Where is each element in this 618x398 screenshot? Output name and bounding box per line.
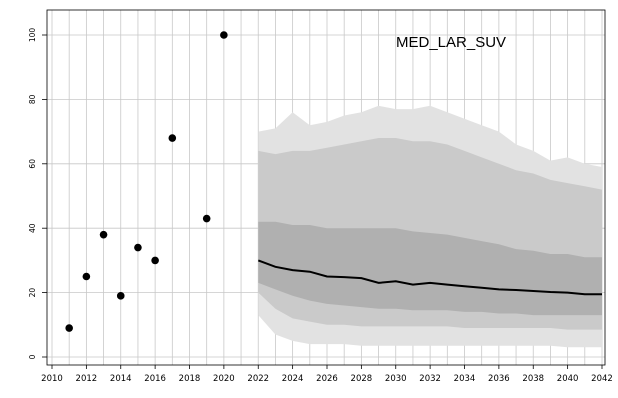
x-tick-label: 2032: [419, 374, 441, 384]
y-tick-label: 0: [28, 354, 37, 359]
y-tick-label: 100: [28, 28, 37, 43]
median-line: [257, 259, 602, 296]
band-inner: [258, 221, 602, 316]
x-tick-label: 2036: [488, 374, 510, 384]
x-tick-label: 2030: [385, 374, 407, 384]
x-tick-label: 2028: [351, 374, 373, 384]
data-point: [134, 243, 142, 252]
data-point: [82, 272, 91, 281]
observed-points: [65, 31, 228, 332]
x-tick-label: 2034: [454, 374, 476, 384]
x-tick-label: 2010: [41, 374, 63, 384]
x-tick-label: 2016: [144, 374, 166, 384]
data-point: [116, 292, 125, 300]
median-line-layer: [257, 259, 602, 296]
y-tick-label: 80: [28, 94, 37, 104]
x-tick-label: 2040: [557, 374, 579, 384]
x-tick-label: 2026: [316, 374, 338, 384]
x-tick-label: 2038: [522, 374, 544, 384]
y-tick-label: 20: [28, 288, 37, 298]
data-point: [202, 214, 211, 223]
x-tick-label: 2022: [247, 374, 269, 384]
x-tick-label: 2018: [179, 374, 201, 384]
x-tick-label: 2020: [213, 374, 235, 384]
x-tick-label: 2012: [76, 374, 98, 384]
data-point: [220, 31, 228, 39]
x-tick-label: 2024: [282, 374, 304, 384]
data-point: [99, 230, 108, 239]
data-point: [65, 324, 73, 332]
y-tick-label: 40: [28, 223, 37, 233]
x-tick-label: 2014: [110, 374, 132, 384]
data-point: [168, 134, 177, 142]
forecast-bands: [258, 105, 602, 348]
data-point: [151, 256, 159, 265]
plot-frame: [46, 9, 606, 366]
y-tick-label: 60: [28, 159, 37, 169]
x-tick-label: 2042: [591, 374, 613, 384]
chart-title: MED_LAR_SUV: [396, 34, 506, 51]
